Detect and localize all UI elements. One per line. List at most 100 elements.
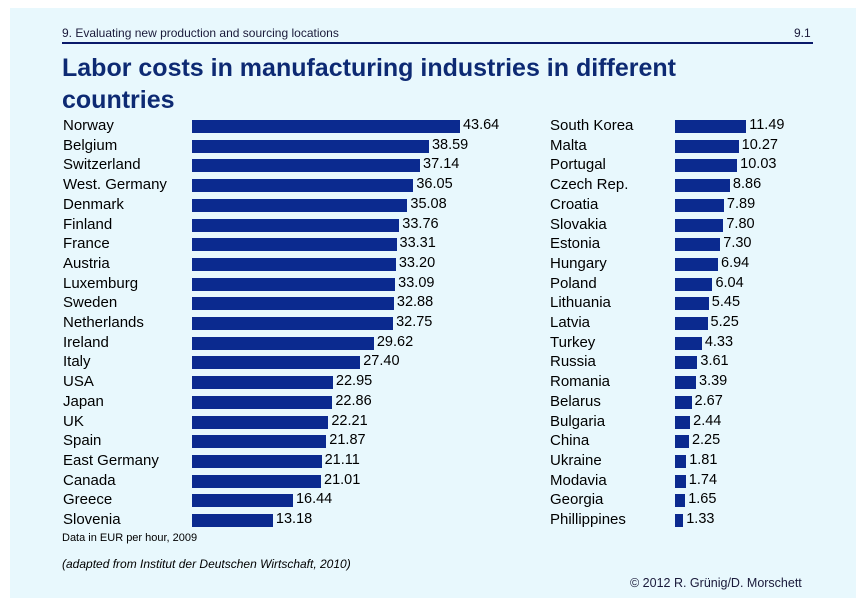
category-label: France — [63, 235, 110, 253]
value-label: 27.40 — [363, 353, 400, 370]
page-number: 9.1 — [794, 26, 811, 40]
category-label: Modavia — [550, 471, 607, 489]
value-label: 2.25 — [691, 432, 721, 449]
bar — [675, 257, 719, 271]
bar — [192, 376, 333, 390]
category-label: UK — [63, 412, 84, 430]
data-note: Data in EUR per hour, 2009 — [62, 532, 198, 544]
bar — [192, 356, 361, 370]
category-label: Belarus — [550, 392, 601, 410]
category-label: Sweden — [63, 294, 118, 312]
bar — [675, 317, 708, 330]
bar — [675, 139, 739, 153]
value-label: 38.59 — [431, 136, 469, 153]
value-label: 16.44 — [295, 491, 333, 508]
category-label: Czech Rep. — [550, 176, 629, 194]
category-label: Lithuania — [550, 294, 611, 312]
category-label: Estonia — [550, 235, 601, 253]
value-label: 10.03 — [740, 156, 777, 173]
category-label: South Korea — [550, 117, 634, 134]
category-label: USA — [63, 373, 94, 391]
bar — [675, 474, 686, 488]
bar — [675, 218, 724, 232]
value-label: 33.09 — [398, 274, 435, 291]
category-label: East Germany — [63, 451, 159, 469]
value-label: 2.44 — [693, 412, 722, 429]
bar — [192, 435, 327, 449]
category-label: Spain — [63, 432, 102, 450]
bar — [192, 415, 329, 429]
category-label: Poland — [550, 274, 597, 292]
value-label: 33.31 — [399, 235, 436, 252]
category-label: Belgium — [63, 136, 118, 154]
category-label: Latvia — [550, 314, 591, 331]
value-label: 35.08 — [410, 195, 447, 212]
value-label: 1.65 — [688, 491, 717, 508]
bar — [192, 198, 408, 212]
bar — [675, 297, 709, 311]
bar — [675, 120, 747, 133]
bar — [192, 454, 322, 468]
bar — [675, 415, 691, 429]
category-label: Romania — [550, 373, 611, 391]
bar — [192, 159, 421, 173]
bar — [192, 238, 397, 252]
value-label: 33.76 — [402, 215, 439, 232]
bar — [675, 454, 687, 468]
section-heading: 9. Evaluating new production and sourcin… — [62, 26, 339, 40]
category-label: Ireland — [63, 333, 109, 351]
value-label: 7.30 — [723, 235, 752, 252]
bar — [192, 120, 460, 133]
bar — [192, 139, 429, 153]
bar — [675, 494, 686, 508]
bar — [675, 435, 689, 449]
bar — [675, 159, 738, 173]
category-label: Russia — [550, 353, 596, 371]
bar — [192, 474, 321, 488]
value-label: 3.61 — [700, 353, 729, 370]
value-label: 21.11 — [324, 451, 360, 468]
category-label: Portugal — [550, 156, 606, 174]
bar — [192, 494, 293, 508]
value-label: 37.14 — [423, 156, 460, 173]
value-label: 10.27 — [741, 136, 778, 153]
category-label: Phillippines — [550, 511, 626, 528]
value-label: 8.86 — [732, 176, 762, 193]
bar — [675, 277, 713, 291]
value-label: 6.04 — [715, 274, 744, 291]
category-label: Switzerland — [63, 156, 141, 174]
value-label: 13.18 — [275, 511, 313, 527]
source-citation: (adapted from Institut der Deutschen Wir… — [62, 557, 351, 571]
bar — [192, 277, 396, 291]
category-label: Slovenia — [63, 511, 121, 528]
value-label: 1.74 — [688, 471, 718, 488]
category-label: Austria — [63, 254, 110, 272]
value-label: 22.86 — [335, 392, 372, 409]
category-label: Ukraine — [550, 451, 602, 469]
bar — [192, 297, 394, 311]
category-label: Japan — [63, 392, 104, 410]
category-label: Norway — [63, 117, 114, 134]
category-label: Finland — [63, 215, 113, 233]
value-label: 32.88 — [396, 294, 434, 311]
value-label: 1.33 — [686, 511, 715, 527]
bar — [675, 336, 702, 350]
category-label: Netherlands — [63, 314, 144, 331]
value-label: 43.64 — [462, 117, 500, 133]
category-label: Denmark — [63, 195, 124, 213]
category-label: Croatia — [550, 195, 599, 213]
value-label: 5.25 — [710, 314, 739, 330]
category-label: Canada — [63, 471, 116, 489]
bar — [675, 238, 721, 252]
value-label: 21.01 — [324, 471, 361, 488]
category-label: Luxemburg — [63, 274, 139, 292]
category-label: Bulgaria — [550, 412, 606, 430]
value-label: 29.62 — [376, 333, 414, 350]
value-label: 22.21 — [331, 412, 368, 429]
value-label: 3.39 — [699, 373, 728, 390]
bar — [192, 336, 374, 350]
category-label: Malta — [550, 136, 587, 154]
bar — [192, 179, 414, 193]
bar — [675, 179, 730, 193]
value-label: 22.95 — [335, 373, 373, 390]
